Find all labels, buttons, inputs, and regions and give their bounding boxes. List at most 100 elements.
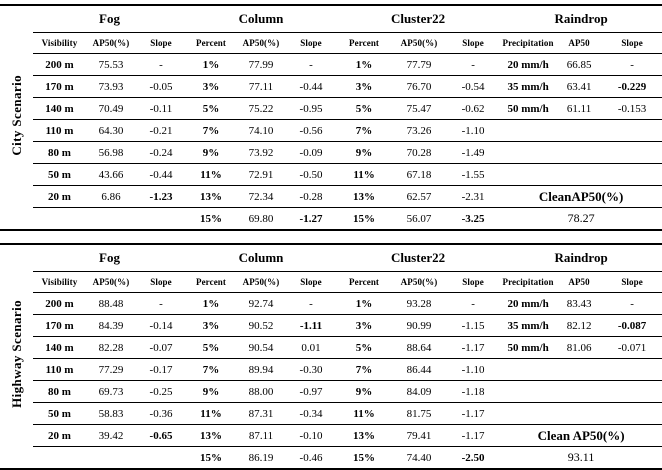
clean-ap50-value: 78.27	[500, 207, 662, 231]
value-cell: -	[446, 292, 501, 315]
row-key-cell: 80 m	[33, 141, 86, 164]
col-header-visibility-0: Visibility	[33, 32, 86, 54]
value-cell: 72.91	[236, 163, 286, 186]
value-cell	[556, 380, 603, 403]
row-key-cell: 7%	[336, 358, 393, 381]
value-cell: 84.39	[86, 314, 136, 337]
value-cell: 75.53	[86, 53, 136, 76]
table-row: 15% 69.80 -1.27 15% 56.07 -3.25 78.27	[0, 207, 662, 231]
row-key-cell: 80 m	[33, 380, 86, 403]
table-row: 15% 86.19 -0.46 15% 74.40 -2.50 93.11	[0, 446, 662, 470]
scenario-table-highway-scenario: Highway Scenario Fog Column Cluster22 Raindr…	[0, 243, 662, 470]
value-cell: 92.74	[236, 292, 286, 315]
value-cell: 83.43	[556, 292, 603, 315]
table-row: 20 m 39.42 -0.65 13% 87.11 -0.10 13% 79.41 -1.17…	[0, 424, 662, 447]
table-row: 170 m 84.39 -0.14 3% 90.52 -1.11 3% 90.99 -1.15 3…	[0, 314, 662, 337]
value-cell: -2.50	[446, 446, 501, 470]
value-cell: 82.12	[556, 314, 603, 337]
value-cell: 87.11	[236, 424, 286, 447]
group-header-raindrop: Raindrop	[500, 244, 662, 272]
scenario-label: City Scenario	[9, 74, 24, 156]
value-cell: -0.17	[136, 358, 186, 381]
value-cell: 6.86	[86, 185, 136, 208]
table-row: 170 m 73.93 -0.05 3% 77.11 -0.44 3% 76.70 -0.54 3…	[0, 75, 662, 98]
row-key-cell	[500, 163, 557, 186]
col-header-ap50-7: AP50(%)	[392, 32, 447, 54]
value-cell: -3.25	[446, 207, 501, 231]
row-key-cell: 9%	[336, 380, 393, 403]
row-key-cell: 140 m	[33, 336, 86, 359]
group-header-fog: Fog	[33, 244, 186, 272]
column-header-row: Visibility AP50(%) Slope Percent AP50(%) Slop…	[0, 271, 662, 293]
value-cell: -0.97	[286, 380, 337, 403]
value-cell: -1.10	[446, 119, 501, 142]
row-key-cell: 11%	[186, 402, 236, 425]
value-cell	[556, 402, 603, 425]
row-key-cell: 13%	[336, 424, 393, 447]
value-cell: -0.09	[286, 141, 337, 164]
col-header-precipitation-9: Precipitation	[500, 32, 557, 54]
row-key-cell: 13%	[186, 424, 236, 447]
row-key-cell: 110 m	[33, 119, 86, 142]
value-cell: -0.071	[602, 336, 662, 359]
value-cell: 76.70	[392, 75, 447, 98]
value-cell: 90.99	[392, 314, 447, 337]
value-cell: 88.00	[236, 380, 286, 403]
value-cell: 88.64	[392, 336, 447, 359]
value-cell: -1.11	[286, 314, 337, 337]
value-cell: -0.14	[136, 314, 186, 337]
value-cell: 58.83	[86, 402, 136, 425]
value-cell: -	[136, 53, 186, 76]
row-key-cell: 200 m	[33, 53, 86, 76]
col-header-visibility-0: Visibility	[33, 271, 86, 293]
value-cell: 73.93	[86, 75, 136, 98]
value-cell: 72.34	[236, 185, 286, 208]
group-header-column: Column	[186, 5, 337, 33]
value-cell: -0.50	[286, 163, 337, 186]
row-key-cell: 9%	[186, 141, 236, 164]
row-key-cell: 50 m	[33, 163, 86, 186]
value-cell: -0.65	[136, 424, 186, 447]
value-cell: -1.18	[446, 380, 501, 403]
value-cell: -	[286, 53, 337, 76]
row-key-cell: 50 mm/h	[500, 97, 557, 120]
row-key-cell: 1%	[336, 292, 393, 315]
value-cell: 93.28	[392, 292, 447, 315]
value-cell	[602, 380, 662, 403]
value-cell: -0.36	[136, 402, 186, 425]
row-key-cell: 3%	[336, 75, 393, 98]
row-key-cell: 20 mm/h	[500, 292, 557, 315]
scenario-label: Highway Scenario	[9, 300, 24, 408]
value-cell: -1.27	[286, 207, 337, 231]
value-cell: 62.57	[392, 185, 447, 208]
row-key-cell: 15%	[336, 207, 393, 231]
value-cell: 81.06	[556, 336, 603, 359]
row-key-cell: 15%	[336, 446, 393, 470]
group-header-fog: Fog	[33, 5, 186, 33]
table-row: 80 m 56.98 -0.24 9% 73.92 -0.09 9% 70.28 -1.49	[0, 141, 662, 164]
col-header-slope-5: Slope	[286, 32, 337, 54]
scenario-table-city-scenario: City Scenario Fog Column Cluster22 Raindrop V…	[0, 4, 662, 231]
clean-ap50-label: CleanAP50(%)	[500, 185, 662, 208]
value-cell: -0.05	[136, 75, 186, 98]
value-cell	[556, 141, 603, 164]
row-key-cell: 5%	[336, 97, 393, 120]
col-header-slope-11: Slope	[602, 271, 662, 293]
value-cell: -0.54	[446, 75, 501, 98]
value-cell: -0.21	[136, 119, 186, 142]
value-cell: 69.80	[236, 207, 286, 231]
row-key-cell: 20 m	[33, 185, 86, 208]
column-header-row: Visibility AP50(%) Slope Percent AP50(%) Slop…	[0, 32, 662, 54]
value-cell: -0.46	[286, 446, 337, 470]
value-cell: 43.66	[86, 163, 136, 186]
group-header-cluster22: Cluster22	[336, 244, 501, 272]
value-cell	[602, 402, 662, 425]
value-cell: -1.17	[446, 424, 501, 447]
row-key-cell: 9%	[336, 141, 393, 164]
value-cell: -1.10	[446, 358, 501, 381]
col-header-slope-8: Slope	[446, 271, 501, 293]
row-key-cell: 13%	[186, 185, 236, 208]
col-header-ap50-1: AP50(%)	[86, 32, 136, 54]
value-cell: 88.48	[86, 292, 136, 315]
